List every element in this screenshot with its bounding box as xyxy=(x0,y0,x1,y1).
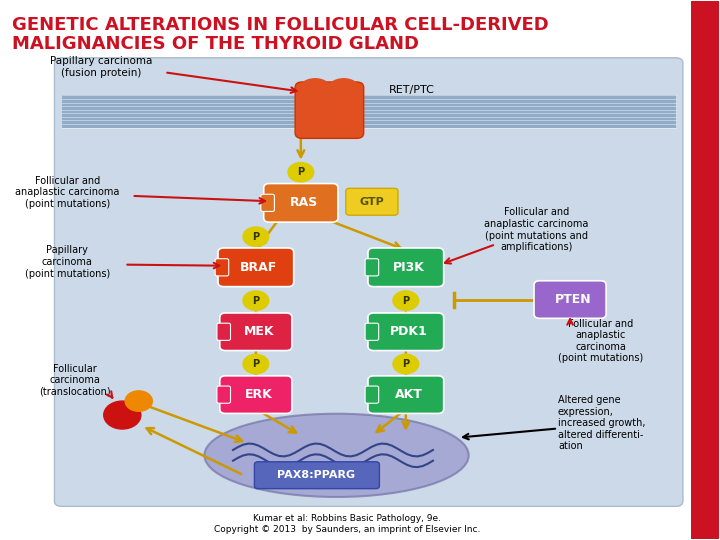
Circle shape xyxy=(393,291,418,310)
Circle shape xyxy=(104,401,141,429)
FancyBboxPatch shape xyxy=(220,376,292,414)
FancyBboxPatch shape xyxy=(254,462,379,489)
Text: MALIGNANCIES OF THE THYROID GLAND: MALIGNANCIES OF THE THYROID GLAND xyxy=(12,35,418,53)
Bar xyxy=(691,2,719,538)
FancyBboxPatch shape xyxy=(295,82,364,138)
Text: GENETIC ALTERATIONS IN FOLLICULAR CELL-DERIVED: GENETIC ALTERATIONS IN FOLLICULAR CELL-D… xyxy=(12,16,549,35)
FancyBboxPatch shape xyxy=(218,248,294,287)
FancyBboxPatch shape xyxy=(368,248,444,287)
Text: Follicular
carcinoma
(translocation): Follicular carcinoma (translocation) xyxy=(39,363,110,397)
Text: BRAF: BRAF xyxy=(240,261,277,274)
Circle shape xyxy=(288,163,314,182)
FancyBboxPatch shape xyxy=(217,386,230,403)
FancyBboxPatch shape xyxy=(368,313,444,350)
Text: Follicular and
anaplastic carcinoma
(point mutations): Follicular and anaplastic carcinoma (poi… xyxy=(15,176,120,208)
FancyBboxPatch shape xyxy=(365,323,379,340)
Text: PI3K: PI3K xyxy=(392,261,425,274)
Text: RAS: RAS xyxy=(289,197,318,210)
Circle shape xyxy=(243,227,269,246)
Text: MEK: MEK xyxy=(243,325,274,338)
Ellipse shape xyxy=(204,414,469,497)
Text: GTP: GTP xyxy=(360,197,384,207)
Text: Papillary carcinoma
(fusion protein): Papillary carcinoma (fusion protein) xyxy=(50,56,152,78)
FancyBboxPatch shape xyxy=(365,386,379,403)
FancyBboxPatch shape xyxy=(55,58,683,507)
Text: PAX8:PPARG: PAX8:PPARG xyxy=(277,470,356,480)
Text: P: P xyxy=(297,167,305,177)
Text: P: P xyxy=(252,295,259,306)
FancyBboxPatch shape xyxy=(217,323,230,340)
FancyBboxPatch shape xyxy=(368,376,444,414)
Text: P: P xyxy=(402,295,410,306)
FancyBboxPatch shape xyxy=(346,188,398,215)
Text: Kumar et al: Robbins Basic Pathology, 9e.
Copyright © 2013  by Saunders, an impr: Kumar et al: Robbins Basic Pathology, 9e… xyxy=(214,515,480,534)
Text: ERK: ERK xyxy=(245,388,273,401)
Circle shape xyxy=(327,79,361,105)
Circle shape xyxy=(243,354,269,374)
FancyBboxPatch shape xyxy=(261,194,274,212)
Text: RET/PTC: RET/PTC xyxy=(389,85,435,95)
Circle shape xyxy=(298,79,332,105)
FancyBboxPatch shape xyxy=(264,184,338,222)
FancyBboxPatch shape xyxy=(215,259,229,276)
FancyBboxPatch shape xyxy=(220,313,292,350)
Text: P: P xyxy=(252,359,259,369)
Text: P: P xyxy=(252,232,259,242)
Text: Follicular and
anaplastic carcinoma
(point mutations and
amplifications): Follicular and anaplastic carcinoma (poi… xyxy=(485,207,589,252)
Bar xyxy=(62,96,676,127)
Circle shape xyxy=(393,354,418,374)
Circle shape xyxy=(125,391,153,411)
FancyBboxPatch shape xyxy=(534,281,606,319)
Text: PTEN: PTEN xyxy=(554,293,591,306)
Text: Altered gene
expression,
increased growth,
altered differenti-
ation: Altered gene expression, increased growt… xyxy=(558,395,645,451)
FancyBboxPatch shape xyxy=(365,259,379,276)
Text: Papillary
carcinoma
(point mutations): Papillary carcinoma (point mutations) xyxy=(24,245,110,279)
Text: P: P xyxy=(402,359,410,369)
Text: PDK1: PDK1 xyxy=(390,325,428,338)
Text: AKT: AKT xyxy=(395,388,423,401)
Text: Follicular and
anaplastic
carcinoma
(point mutations): Follicular and anaplastic carcinoma (poi… xyxy=(558,319,644,363)
Circle shape xyxy=(243,291,269,310)
